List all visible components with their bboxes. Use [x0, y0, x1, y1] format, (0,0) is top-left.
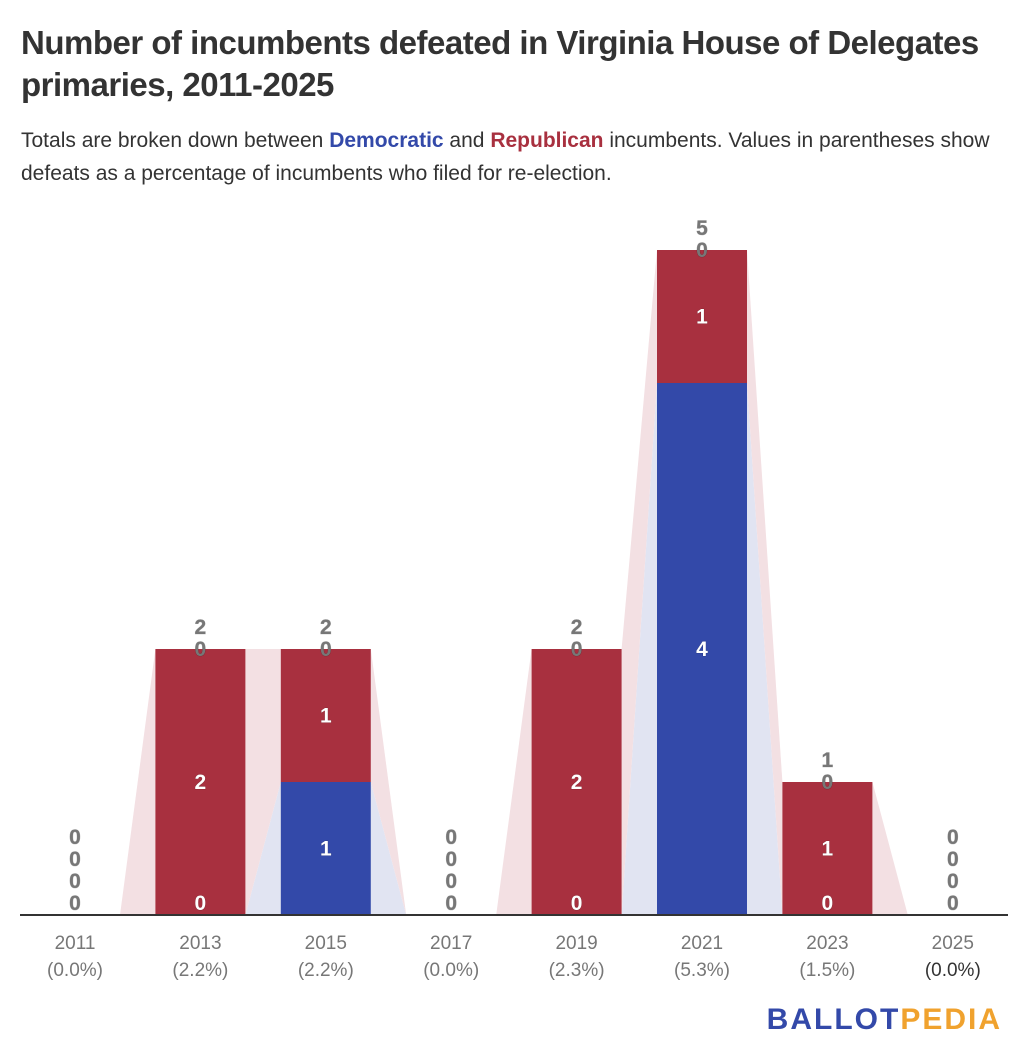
desc-post: incumbents. Values in parentheses show d…: [21, 129, 990, 185]
bar-republican-2015: [280, 649, 371, 782]
x-tick-sublabel-2023: (1.5%): [799, 960, 855, 981]
rep-connector-band: [496, 649, 532, 915]
rep-connector-band: [370, 649, 407, 915]
total-label-2023: 1: [822, 749, 834, 772]
x-tick-sublabel-2015: (2.2%): [298, 960, 354, 981]
stacked-bar-chart: 00002011(0.0%)02022013(2.2%)11022015(2.2…: [20, 217, 1008, 981]
dem-value-label-2019: 0: [571, 892, 583, 915]
bar-republican-2013: [155, 649, 246, 915]
desc-mid: and: [443, 129, 491, 152]
x-tick-sublabel-2013: (2.2%): [172, 960, 228, 981]
dem-value-label-2021: 4: [696, 638, 708, 661]
legend-democratic: Democratic: [329, 129, 444, 152]
dem-connector-band: [245, 782, 281, 915]
x-tick-label-2015: 2015: [305, 933, 347, 954]
dem-value-label-2011: 0: [69, 892, 81, 915]
rep-value-label-2015: 1: [320, 705, 332, 728]
x-tick-sublabel-2025: (0.0%): [925, 960, 981, 981]
x-tick-label-2017: 2017: [430, 933, 472, 954]
rep-connector-band: [245, 649, 281, 915]
total-label-2015: 2: [320, 616, 332, 639]
other-value-label-2023: 0: [822, 771, 834, 794]
x-tick-label-2025: 2025: [932, 933, 974, 954]
rep-value-label-2013: 2: [195, 771, 207, 794]
total-label-2017: 0: [445, 826, 457, 849]
x-tick-sublabel-2017: (0.0%): [423, 960, 479, 981]
rep-value-label-2025: 0: [947, 870, 959, 893]
x-tick-label-2019: 2019: [555, 933, 597, 954]
other-value-label-2025: 0: [947, 848, 959, 871]
x-tick-sublabel-2021: (5.3%): [674, 960, 730, 981]
other-value-label-2013: 0: [195, 638, 207, 661]
bar-democratic-2021: [657, 383, 747, 915]
x-tick-label-2011: 2011: [55, 933, 96, 954]
dem-value-label-2023: 0: [822, 892, 834, 915]
dem-value-label-2017: 0: [445, 892, 457, 915]
rep-connector-band: [120, 649, 156, 915]
chart-description: Totals are broken down between Democrati…: [21, 124, 1011, 190]
total-label-2019: 2: [571, 616, 583, 639]
rep-value-label-2021: 1: [696, 306, 708, 329]
rep-value-label-2011: 0: [69, 870, 81, 893]
total-label-2013: 2: [195, 616, 207, 639]
other-value-label-2021: 0: [696, 239, 708, 262]
desc-pre: Totals are broken down between: [21, 129, 330, 152]
bar-republican-2023: [782, 782, 873, 915]
rep-value-label-2019: 2: [571, 771, 583, 794]
x-tick-label-2023: 2023: [806, 933, 848, 954]
total-label-2021: 5: [696, 217, 708, 240]
bar-republican-2021: [657, 250, 747, 383]
dem-value-label-2013: 0: [195, 892, 207, 915]
ballotpedia-logo: BALLOTPEDIA: [766, 1003, 1002, 1036]
other-value-label-2019: 0: [571, 638, 583, 661]
dem-value-label-2015: 1: [320, 838, 332, 861]
rep-connector-band: [621, 250, 657, 915]
x-tick-label-2013: 2013: [179, 933, 221, 954]
x-tick-sublabel-2011: (0.0%): [47, 960, 103, 981]
legend-republican: Republican: [490, 129, 604, 152]
rep-value-label-2023: 1: [822, 838, 834, 861]
dem-value-label-2025: 0: [947, 892, 959, 915]
rep-value-label-2017: 0: [445, 870, 457, 893]
rep-connector-band: [747, 250, 783, 915]
other-value-label-2015: 0: [320, 638, 332, 661]
bar-democratic-2015: [280, 782, 371, 915]
other-value-label-2017: 0: [445, 848, 457, 871]
other-value-label-2011: 0: [69, 848, 81, 871]
x-tick-label-2021: 2021: [681, 933, 723, 954]
chart-title: Number of incumbents defeated in Virgini…: [21, 24, 979, 103]
x-tick-sublabel-2019: (2.3%): [549, 960, 605, 981]
bar-republican-2019: [531, 649, 622, 915]
total-label-2025: 0: [947, 826, 959, 849]
rep-connector-band: [872, 782, 908, 915]
total-label-2011: 0: [69, 826, 81, 849]
